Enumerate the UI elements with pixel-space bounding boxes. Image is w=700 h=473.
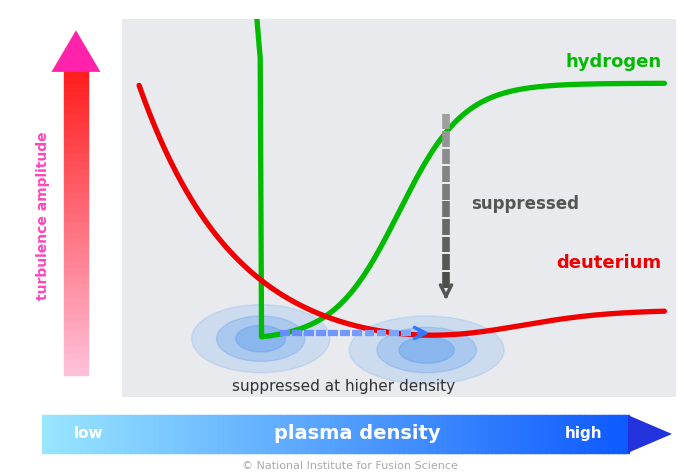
Ellipse shape bbox=[399, 337, 454, 363]
Ellipse shape bbox=[236, 325, 286, 352]
Text: deuterium: deuterium bbox=[556, 254, 662, 272]
Text: suppressed: suppressed bbox=[471, 195, 579, 213]
Ellipse shape bbox=[349, 316, 504, 384]
Polygon shape bbox=[628, 415, 672, 453]
Text: low: low bbox=[74, 427, 103, 441]
Text: © National Institute for Fusion Science: © National Institute for Fusion Science bbox=[242, 461, 458, 471]
Text: turbulence amplitude: turbulence amplitude bbox=[36, 131, 50, 300]
Text: hydrogen: hydrogen bbox=[566, 53, 662, 71]
Text: plasma density: plasma density bbox=[274, 424, 440, 444]
Polygon shape bbox=[51, 30, 101, 72]
Text: suppressed at higher density: suppressed at higher density bbox=[232, 379, 455, 394]
Text: high: high bbox=[565, 427, 603, 441]
Ellipse shape bbox=[216, 316, 305, 361]
Ellipse shape bbox=[192, 305, 330, 373]
Ellipse shape bbox=[377, 327, 477, 373]
